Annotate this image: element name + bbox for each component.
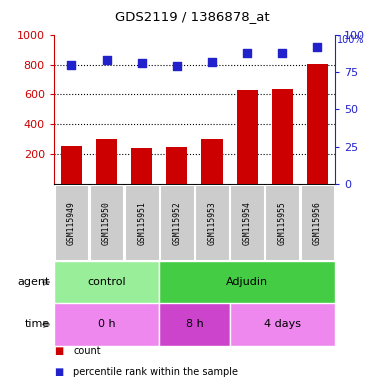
Bar <box>55 185 88 260</box>
Bar <box>201 139 223 184</box>
Bar <box>236 90 258 184</box>
Point <box>139 60 145 66</box>
Point <box>104 57 110 63</box>
Bar <box>61 146 82 184</box>
Bar <box>159 261 335 303</box>
Text: GSM115952: GSM115952 <box>172 201 181 245</box>
Text: percentile rank within the sample: percentile rank within the sample <box>73 367 238 377</box>
Text: ■: ■ <box>54 367 63 377</box>
Bar <box>272 89 293 184</box>
Text: agent: agent <box>18 277 50 287</box>
Text: GSM115954: GSM115954 <box>243 201 252 245</box>
Text: GSM115951: GSM115951 <box>137 201 146 245</box>
Bar <box>301 185 334 260</box>
Text: control: control <box>87 277 126 287</box>
Point <box>69 61 75 68</box>
Point <box>279 50 285 56</box>
Text: Adjudin: Adjudin <box>226 277 268 287</box>
Text: time: time <box>25 319 50 329</box>
Bar <box>229 303 335 346</box>
Point <box>314 43 320 50</box>
Text: GSM115953: GSM115953 <box>208 201 216 245</box>
Bar <box>166 147 187 184</box>
Text: GSM115956: GSM115956 <box>313 201 322 245</box>
Point <box>174 63 180 69</box>
Bar <box>265 185 299 260</box>
Bar <box>230 185 264 260</box>
Bar <box>159 303 229 346</box>
Text: count: count <box>73 346 101 356</box>
Text: 4 days: 4 days <box>264 319 301 329</box>
Text: GSM115949: GSM115949 <box>67 201 76 245</box>
Text: GSM115955: GSM115955 <box>278 201 287 245</box>
Bar <box>54 303 159 346</box>
Bar <box>125 185 159 260</box>
Text: ■: ■ <box>54 346 63 356</box>
Text: 8 h: 8 h <box>186 319 203 329</box>
Bar <box>90 185 124 260</box>
Text: 0 h: 0 h <box>98 319 116 329</box>
Bar <box>160 185 194 260</box>
Point <box>244 50 250 56</box>
Bar <box>54 261 159 303</box>
Bar <box>307 64 328 184</box>
Text: GSM115950: GSM115950 <box>102 201 111 245</box>
Point <box>209 58 215 65</box>
Text: 100%: 100% <box>337 35 364 45</box>
Bar <box>131 148 152 184</box>
Bar <box>96 139 117 184</box>
Bar <box>195 185 229 260</box>
Text: GDS2119 / 1386878_at: GDS2119 / 1386878_at <box>115 10 270 23</box>
